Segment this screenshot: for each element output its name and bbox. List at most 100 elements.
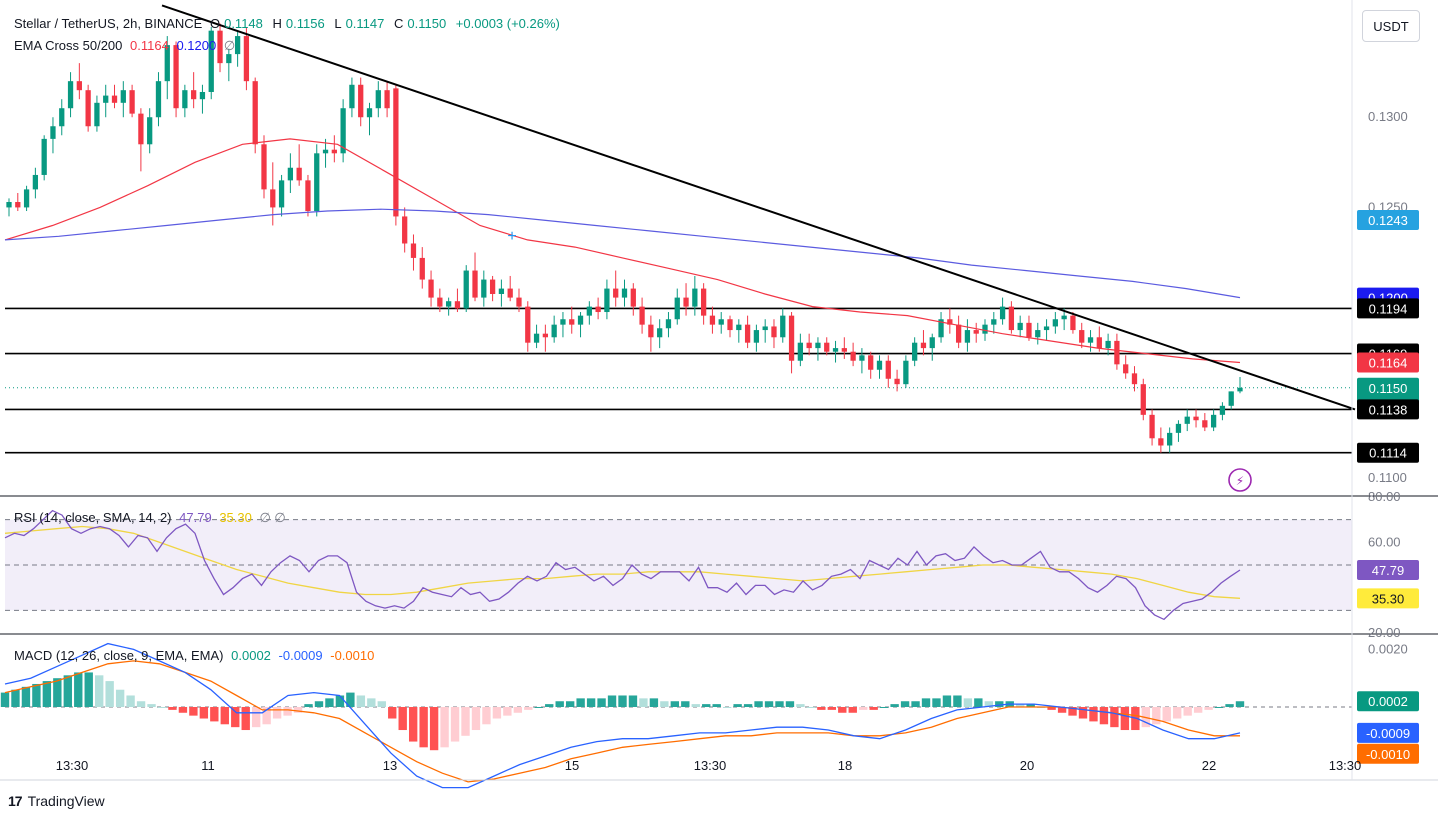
macd-histogram-bar bbox=[565, 701, 575, 707]
macd-value-text: -0.0010 bbox=[1366, 747, 1410, 762]
macd-histogram-bar bbox=[1225, 704, 1234, 707]
macd-histogram-bar bbox=[1214, 707, 1224, 708]
macd-histogram-bar bbox=[356, 695, 366, 707]
candle-body bbox=[1175, 423, 1182, 433]
candle-body bbox=[472, 270, 478, 298]
macd-histogram-bar bbox=[335, 695, 345, 707]
candle-body bbox=[138, 113, 144, 145]
macd-histogram-bar bbox=[838, 707, 847, 713]
rsi-sma-box bbox=[1357, 588, 1419, 609]
macd-histogram-bar bbox=[733, 704, 742, 707]
candle-body bbox=[322, 149, 329, 154]
macd-histogram-bar bbox=[743, 704, 753, 707]
trend-line bbox=[161, 4, 1356, 411]
macd-value-text: -0.0009 bbox=[1366, 726, 1410, 741]
candle-body bbox=[278, 180, 285, 208]
candle-body bbox=[384, 90, 390, 109]
rsi-legend[interactable]: RSI (14, close, SMA, 14, 2) 47.79 35.30 … bbox=[14, 510, 290, 526]
macd-histogram-bar bbox=[95, 675, 104, 707]
candle-body bbox=[199, 91, 206, 100]
flash-icon bbox=[1228, 468, 1252, 492]
candle-body bbox=[129, 90, 135, 114]
macd-histogram-bar bbox=[450, 707, 460, 742]
macd-histogram-bar bbox=[1173, 707, 1182, 719]
candle-body bbox=[850, 351, 856, 361]
candle-body bbox=[709, 315, 716, 325]
low-label: L bbox=[334, 16, 342, 31]
candle-body bbox=[1131, 373, 1138, 385]
candle-body bbox=[393, 88, 399, 217]
candle-body bbox=[665, 319, 672, 329]
tradingview-logo-icon: 17 bbox=[8, 793, 23, 809]
rsi-legend-symbols: ∅ ∅ bbox=[259, 510, 286, 525]
ema-legend[interactable]: EMA Cross 50/200 0.1164 0.1200 ∅ bbox=[14, 38, 239, 54]
macd-histogram-bar bbox=[754, 701, 763, 707]
rsi-band-fill bbox=[5, 519, 1352, 611]
macd-value-text: 0.0002 bbox=[1368, 694, 1408, 709]
macd-tick-label: 0.0020 bbox=[1368, 641, 1408, 656]
candle-body bbox=[639, 306, 645, 325]
macd-histogram-bar bbox=[272, 707, 282, 719]
candle-body bbox=[1193, 416, 1199, 421]
candle-body bbox=[569, 319, 575, 325]
macd-histogram-bar bbox=[670, 701, 680, 707]
candle-body bbox=[991, 319, 997, 325]
candle-body bbox=[349, 84, 355, 109]
candle-body bbox=[32, 174, 39, 190]
candle-body bbox=[780, 315, 786, 338]
macd-histogram-bar bbox=[325, 698, 334, 707]
candle-body bbox=[1105, 340, 1111, 349]
candle-body bbox=[446, 301, 452, 307]
candle-body bbox=[314, 153, 320, 212]
candle-body bbox=[1123, 364, 1129, 374]
candle-body bbox=[1158, 438, 1164, 446]
macd-histogram-bar bbox=[1235, 701, 1245, 707]
candle-body bbox=[912, 342, 918, 361]
ema200-line bbox=[4, 208, 1241, 299]
macd-histogram-bar bbox=[597, 698, 606, 707]
candle-body bbox=[15, 202, 21, 208]
macd-histogram-bar bbox=[220, 707, 229, 725]
macd-histogram-bar bbox=[210, 707, 219, 722]
macd-histogram-bar bbox=[283, 707, 292, 716]
tradingview-footer[interactable]: 17 TradingView bbox=[8, 793, 105, 809]
candle-body bbox=[1070, 315, 1076, 331]
macd-histogram-bar bbox=[53, 678, 62, 707]
candle-body bbox=[595, 306, 601, 313]
macd-legend[interactable]: MACD (12, 26, close, 9, EMA, EMA) 0.0002… bbox=[14, 648, 378, 663]
currency-button[interactable]: USDT bbox=[1362, 10, 1420, 42]
macd-histogram-bar bbox=[231, 707, 240, 728]
candle-body bbox=[542, 333, 549, 338]
macd-histogram-bar bbox=[1152, 707, 1161, 725]
macd-histogram-bar bbox=[722, 707, 732, 708]
macd-histogram-bar bbox=[115, 689, 125, 707]
symbol-title: Stellar / TetherUS, 2h, BINANCE bbox=[14, 16, 203, 31]
macd-histogram-bar bbox=[534, 707, 543, 708]
macd-histogram-bar bbox=[1193, 707, 1203, 713]
candle-body bbox=[938, 319, 944, 338]
candle-body bbox=[331, 149, 337, 154]
candle-body bbox=[859, 355, 865, 361]
macd-legend-signal: -0.0010 bbox=[330, 648, 375, 663]
candle-body bbox=[964, 330, 971, 343]
macd-legend-macd: -0.0009 bbox=[278, 648, 323, 663]
price-label-text: 0.1114 bbox=[1369, 446, 1407, 461]
candle-body bbox=[489, 279, 496, 294]
macd-histogram-bar bbox=[241, 707, 250, 731]
candle-body bbox=[41, 138, 47, 175]
macd-histogram-bar bbox=[555, 701, 564, 707]
macd-histogram-bar bbox=[607, 695, 617, 707]
macd-label: MACD (12, 26, close, 9, EMA, EMA) bbox=[14, 648, 224, 663]
change-value: +0.0003 (+0.26%) bbox=[455, 16, 560, 31]
candle-body bbox=[577, 315, 584, 325]
candle-body bbox=[955, 324, 962, 343]
rsi-label: RSI (14, close, SMA, 14, 2) bbox=[14, 510, 172, 525]
candle-body bbox=[103, 95, 109, 103]
symbol-legend[interactable]: Stellar / TetherUS, 2h, BINANCE O 0.1148 … bbox=[14, 16, 564, 31]
macd-histogram-bar bbox=[921, 698, 931, 707]
macd-histogram-bar bbox=[346, 692, 355, 707]
flash-icon-glyph: ⚡ bbox=[1236, 474, 1244, 488]
macd-histogram-bar bbox=[367, 698, 376, 707]
time-tick-label: 22 bbox=[1202, 758, 1216, 773]
